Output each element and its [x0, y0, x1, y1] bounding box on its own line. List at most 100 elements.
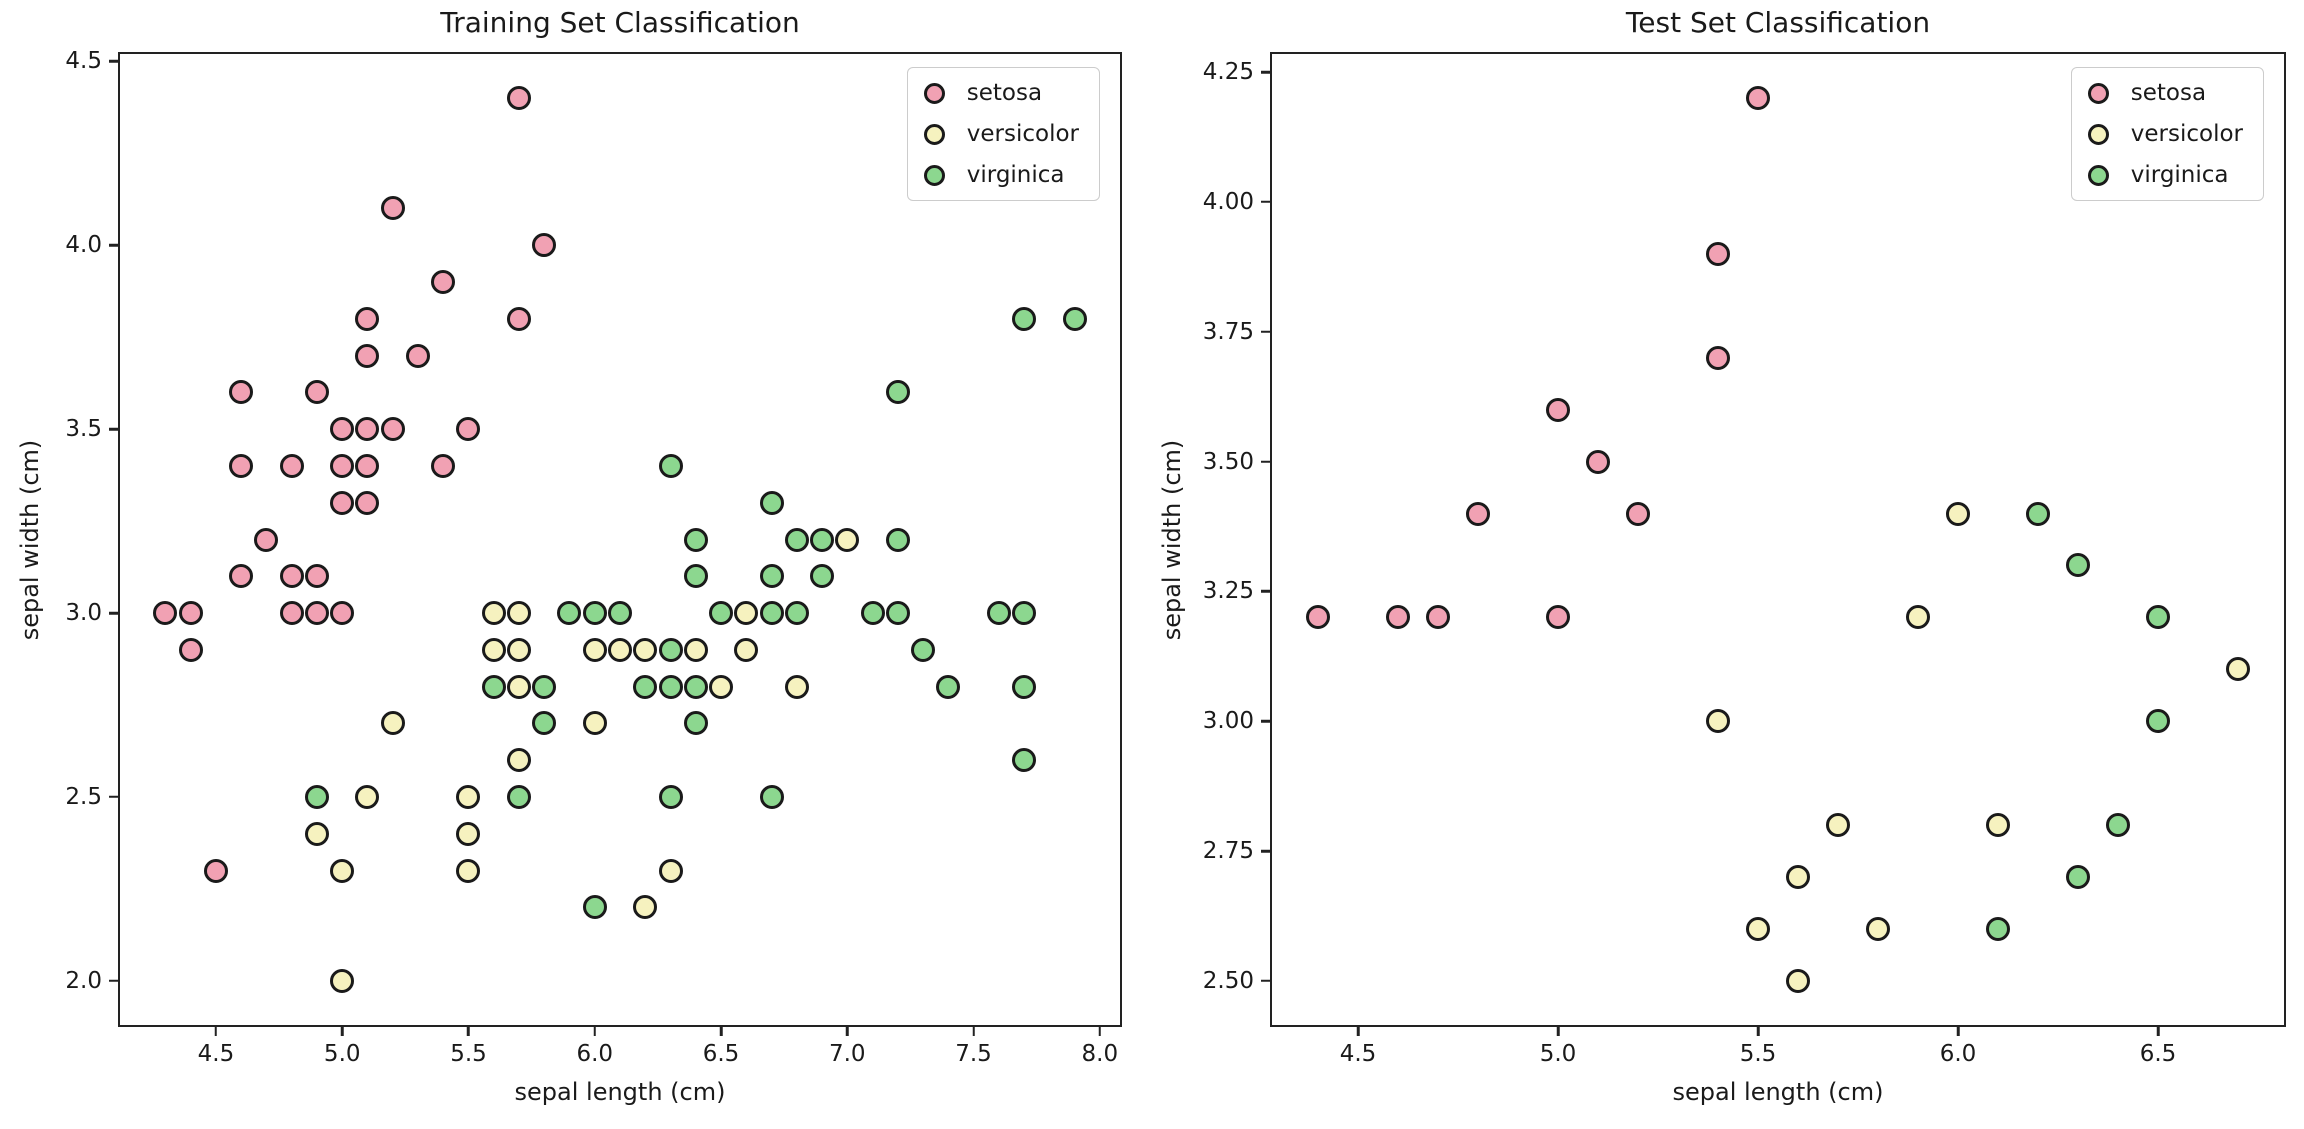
scatter-point-setosa	[431, 453, 456, 478]
scatter-point-versicolor	[835, 527, 860, 552]
plot-title-train: Training Set Classification	[440, 6, 800, 39]
y-tick-label: 4.25	[1202, 59, 1254, 86]
scatter-point-setosa	[1626, 501, 1650, 526]
scatter-point-versicolor	[1786, 968, 1810, 993]
scatter-point-virginica	[1062, 306, 1087, 331]
x-tick-label: 6.5	[702, 1041, 740, 1067]
scatter-point-virginica	[2066, 553, 2090, 578]
x-tick-mark	[1098, 1025, 1102, 1036]
scatter-point-virginica	[885, 380, 910, 405]
legend-label: setosa	[966, 80, 1043, 106]
legend-item-setosa: setosa	[2087, 80, 2243, 106]
scatter-point-virginica	[582, 895, 607, 920]
x-tick-label: 7.0	[828, 1041, 866, 1067]
scatter-point-virginica	[658, 637, 683, 662]
x-axis-label-train: sepal length (cm)	[514, 1078, 726, 1106]
scatter-point-versicolor	[633, 637, 658, 662]
scatter-point-setosa	[254, 527, 279, 552]
plot-title-test: Test Set Classification	[1625, 6, 1931, 39]
scatter-point-virginica	[1986, 916, 2010, 941]
scatter-point-setosa	[1386, 605, 1410, 630]
scatter-point-virginica	[759, 490, 784, 515]
scatter-point-setosa	[431, 270, 456, 295]
scatter-point-virginica	[1012, 306, 1037, 331]
scatter-point-virginica	[658, 674, 683, 699]
scatter-point-setosa	[330, 490, 355, 515]
legend-item-versicolor: versicolor	[2087, 121, 2243, 147]
setosa-swatch-icon	[2087, 82, 2109, 104]
axes-test: setosa versicolor virginica 4.5 5.0 5.5 6.0 6.…	[1203, 52, 2286, 1067]
y-axis-label-test: sepal width (cm)	[1158, 439, 1186, 641]
scatter-point-versicolor	[734, 637, 759, 662]
scatter-point-setosa	[1746, 86, 1770, 111]
y-tick-mark	[1261, 200, 1272, 204]
y-tick-mark	[109, 979, 120, 983]
scatter-point-setosa	[506, 306, 531, 331]
scatter-point-virginica	[481, 674, 506, 699]
scatter-point-virginica	[709, 601, 733, 626]
scatter-point-versicolor	[1866, 916, 1890, 941]
scatter-point-setosa	[532, 233, 557, 258]
scatter-point-setosa	[1586, 449, 1610, 474]
scatter-point-versicolor	[1906, 605, 1930, 630]
scatter-point-virginica	[759, 601, 784, 626]
scatter-point-setosa	[330, 453, 355, 478]
scatter-point-virginica	[683, 674, 708, 699]
y-tick-label: 4.0	[65, 232, 102, 259]
x-tick-label: 4.5	[197, 1041, 235, 1067]
scatter-point-versicolor	[1826, 813, 1850, 838]
scatter-point-setosa	[355, 306, 380, 331]
x-tick-label: 6.0	[1939, 1041, 1977, 1067]
versicolor-swatch-icon	[923, 123, 945, 145]
scatter-point-virginica	[784, 601, 809, 626]
scatter-point-virginica	[557, 601, 582, 626]
y-tick-label: 2.75	[1202, 838, 1254, 865]
scatter-point-setosa	[1426, 605, 1450, 630]
y-tick-mark	[109, 60, 120, 63]
x-tick-label: 7.5	[955, 1041, 992, 1067]
scatter-point-virginica	[759, 564, 784, 589]
scatter-point-setosa	[1546, 397, 1570, 422]
x-tick-mark	[719, 1025, 723, 1036]
y-tick-label: 3.0	[65, 600, 102, 627]
y-tick-mark	[1261, 460, 1272, 463]
scatter-point-versicolor	[506, 748, 531, 773]
x-axis-label-test: sepal length (cm)	[1672, 1078, 1884, 1106]
legend-label: versicolor	[966, 121, 1079, 147]
scatter-point-versicolor	[709, 674, 733, 699]
y-tick-label: 2.50	[1202, 967, 1254, 994]
scatter-point-setosa	[405, 343, 430, 368]
x-tick-mark	[846, 1025, 849, 1036]
scatter-point-versicolor	[582, 637, 607, 662]
scatter-point-versicolor	[330, 968, 355, 993]
y-tick-mark	[1261, 330, 1272, 334]
scatter-point-virginica	[608, 601, 632, 626]
scatter-point-virginica	[2146, 605, 2170, 630]
scatter-point-versicolor	[1746, 916, 1770, 941]
scatter-point-virginica	[986, 601, 1011, 626]
x-tick-label: 5.0	[323, 1041, 361, 1067]
setosa-swatch-icon	[923, 82, 945, 104]
scatter-point-virginica	[683, 564, 708, 589]
scatter-point-setosa	[178, 637, 203, 662]
scatter-point-versicolor	[2226, 657, 2250, 682]
scatter-point-virginica	[860, 601, 885, 626]
legend-item-virginica: virginica	[923, 162, 1079, 188]
scatter-point-setosa	[304, 564, 329, 589]
virginica-swatch-icon	[923, 164, 945, 186]
x-tick-label: 5.5	[450, 1041, 487, 1067]
scatter-point-setosa	[355, 417, 380, 442]
scatter-point-setosa	[330, 601, 355, 626]
y-tick-label: 3.5	[65, 416, 102, 443]
scatter-point-virginica	[532, 711, 557, 736]
x-tick-label: 6.5	[2139, 1041, 2177, 1067]
x-tick-label: 5.0	[1539, 1041, 1577, 1067]
scatter-point-virginica	[2146, 709, 2170, 734]
scatter-point-versicolor	[456, 821, 481, 846]
scatter-point-virginica	[885, 601, 910, 626]
x-tick-label: 8.0	[1081, 1041, 1119, 1067]
x-tick-mark	[1356, 1025, 1360, 1036]
